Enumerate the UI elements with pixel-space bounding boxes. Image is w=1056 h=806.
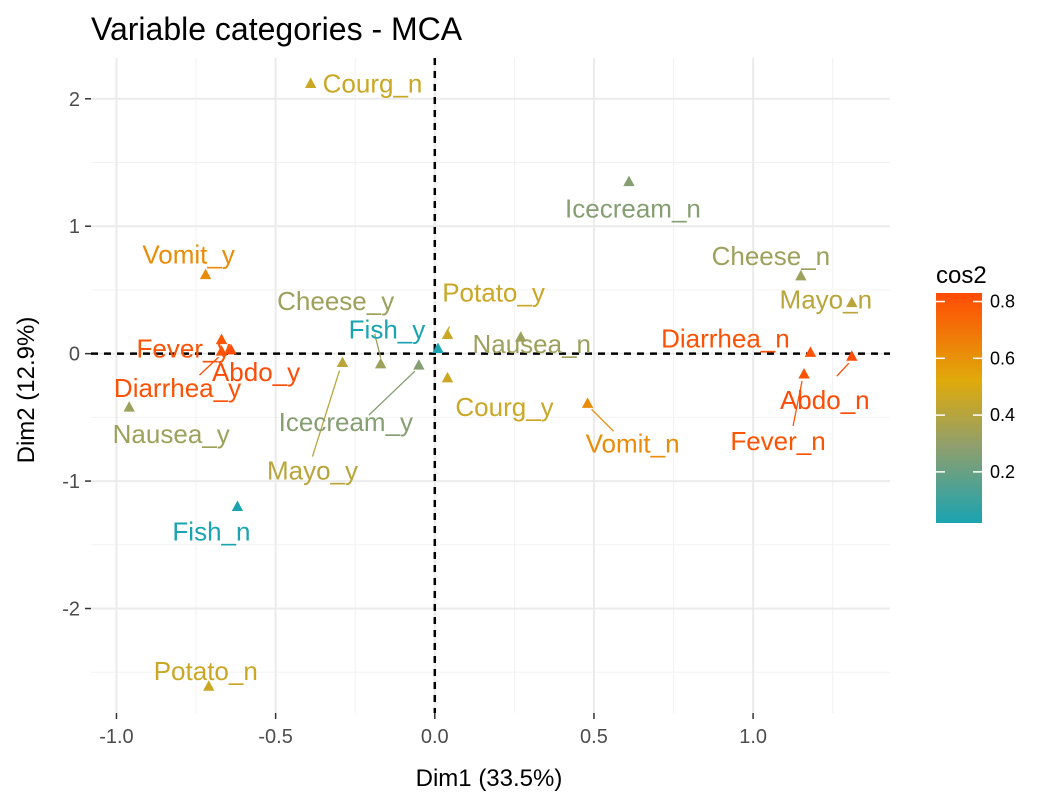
- point-mayo_n: [846, 296, 858, 308]
- point-label: Fish_n: [172, 517, 250, 547]
- axis-ticks: -1.0 -0.5 0.0 0.5 1.0 -2 -1 0 1 2: [62, 89, 767, 748]
- color-legend: cos2 0.2 0.4 0.6 0.8: [936, 262, 1015, 523]
- legend-tick-label: 0.8: [990, 292, 1015, 312]
- point-icecream_n: [623, 175, 635, 187]
- point-abdo_n: [846, 350, 858, 361]
- point-label: Courg_n: [323, 68, 423, 98]
- point-labels: Courg_n Icecream_n Cheese_n Mayo_n Vomit_y Ch…: [113, 68, 872, 686]
- point-nausea_y: [123, 401, 135, 412]
- label-connector: [792, 380, 803, 427]
- point-label: Potato_y: [442, 278, 545, 308]
- point-mayo_y: [336, 356, 349, 368]
- point-label: Diarrhea_y: [114, 373, 241, 403]
- point-vomit_y: [199, 268, 212, 280]
- point-fever_y: [215, 333, 228, 345]
- label-connector: [374, 333, 382, 358]
- point-label: Mayo_n: [780, 285, 873, 315]
- point-abdo_y: [225, 343, 237, 355]
- y-tick-label: -1: [62, 471, 80, 493]
- x-axis-title: Dim1 (33.5%): [416, 765, 563, 792]
- x-tick-label: 0.5: [580, 726, 608, 748]
- point-nausea_n: [515, 331, 527, 342]
- y-tick-label: 1: [69, 216, 80, 238]
- label-connector: [311, 370, 341, 457]
- point-label: Fish_y: [349, 315, 426, 345]
- point-label: Icecream_n: [565, 194, 701, 224]
- y-tick-label: -2: [62, 599, 80, 621]
- y-tick-label: 2: [69, 89, 80, 111]
- point-diarrhea_y: [215, 345, 228, 356]
- y-axis-title: Dim2 (12.9%): [13, 317, 40, 464]
- point-label: Nausea_y: [113, 419, 230, 449]
- point-fish_n: [231, 500, 244, 512]
- label-connector: [836, 362, 850, 377]
- legend-title: cos2: [936, 262, 987, 289]
- y-tick-label: 0: [69, 344, 80, 366]
- point-potato_n: [203, 680, 215, 691]
- point-cheese_n: [795, 269, 807, 281]
- legend-tick-label: 0.4: [990, 405, 1015, 425]
- point-label: Potato_n: [154, 656, 258, 686]
- point-label: Vomit_n: [586, 428, 680, 458]
- point-label: Cheese_y: [277, 286, 394, 316]
- data-points: [123, 77, 858, 691]
- point-label: Diarrhea_n: [661, 323, 790, 353]
- point-potato_y: [441, 328, 454, 340]
- chart-title: Variable categories - MCA: [91, 11, 463, 47]
- point-diarrhea_n: [804, 346, 817, 357]
- point-label: Fever_n: [730, 426, 825, 456]
- label-connector: [199, 356, 219, 376]
- legend-colorbar: [936, 293, 982, 523]
- x-tick-label: 0.0: [421, 726, 449, 748]
- point-label: Abdo_n: [780, 385, 870, 415]
- x-tick-label: 1.0: [739, 726, 767, 748]
- label-connector: [368, 370, 416, 416]
- point-label: Fever_y: [137, 334, 231, 364]
- point-label: Courg_y: [455, 392, 553, 422]
- point-courg_n: [304, 77, 317, 88]
- label-connector: [591, 408, 615, 432]
- point-vomit_n: [581, 397, 594, 408]
- legend-tick-label: 0.2: [990, 462, 1015, 482]
- point-fish_y: [432, 342, 444, 354]
- label-segments: [199, 326, 850, 457]
- point-fever_n: [798, 368, 810, 379]
- point-label: Cheese_n: [712, 241, 831, 271]
- point-label: Vomit_y: [142, 240, 235, 270]
- point-label: Mayo_y: [267, 456, 358, 486]
- x-tick-label: -0.5: [258, 726, 292, 748]
- point-label: Abdo_y: [212, 357, 300, 387]
- legend-tick-label: 0.6: [990, 348, 1015, 368]
- point-courg_y: [441, 371, 454, 383]
- point-icecream_y: [413, 359, 425, 370]
- point-label: Icecream_y: [279, 407, 413, 437]
- point-cheese_y: [374, 357, 387, 369]
- point-label: Nausea_n: [472, 329, 591, 359]
- x-tick-label: -1.0: [99, 726, 133, 748]
